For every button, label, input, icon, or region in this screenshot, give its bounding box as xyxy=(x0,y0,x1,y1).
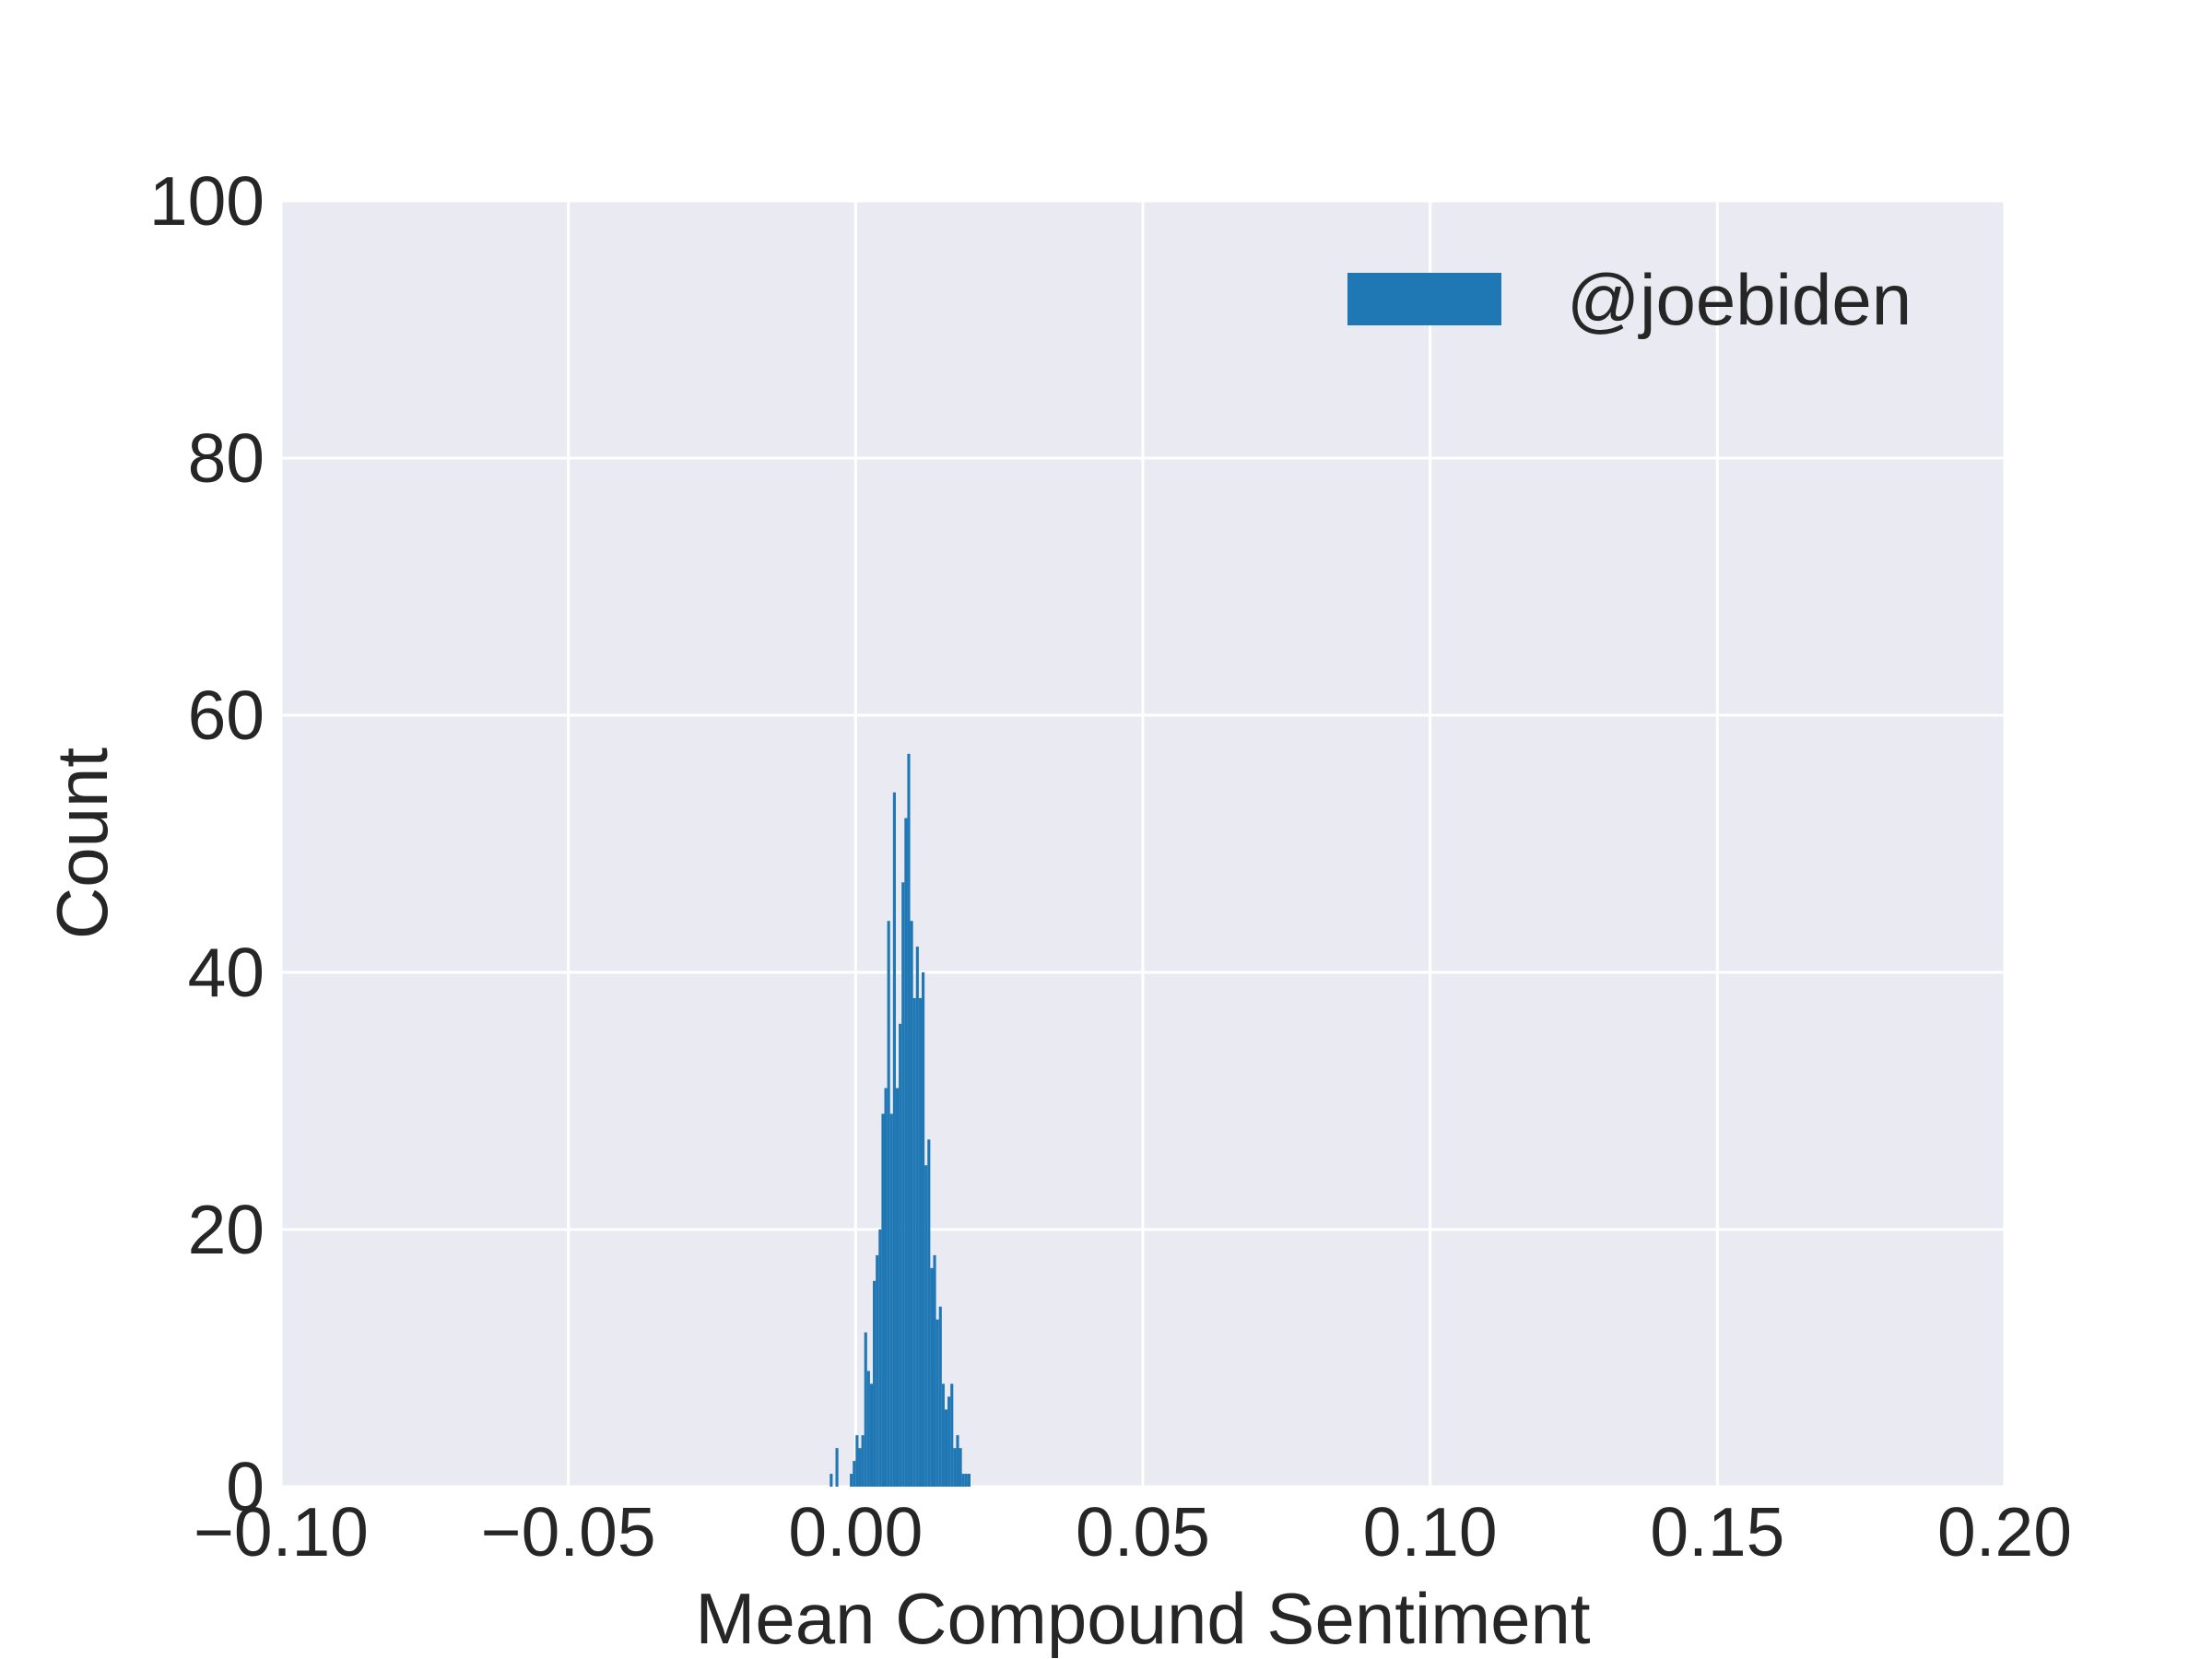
y-tick-labels: 0 20 40 60 80 100 xyxy=(149,162,265,1525)
histogram-bar xyxy=(899,1023,902,1487)
x-tick-labels: −0.10 −0.05 0.00 0.05 0.10 0.15 0.20 xyxy=(194,1493,2072,1571)
x-tick-label: 0.20 xyxy=(1937,1493,2072,1571)
histogram-bar xyxy=(887,921,890,1487)
histogram-bar xyxy=(850,1474,853,1487)
histogram-bar xyxy=(869,1383,874,1487)
histogram-bar xyxy=(944,1409,948,1487)
histogram-bar xyxy=(889,1113,893,1487)
x-tick-label: 0.00 xyxy=(788,1493,923,1571)
histogram-bar xyxy=(904,818,908,1487)
histogram-bar xyxy=(855,1435,859,1487)
histogram-bar xyxy=(953,1448,957,1487)
legend-label: @joebiden xyxy=(1567,259,1912,340)
histogram-bar xyxy=(876,1254,879,1487)
y-tick-label: 40 xyxy=(188,934,265,1011)
histogram-bar xyxy=(959,1448,962,1487)
histogram-bar xyxy=(935,1319,939,1487)
histogram-bar xyxy=(853,1461,856,1487)
x-tick-label: −0.05 xyxy=(481,1493,656,1571)
histogram-bar xyxy=(933,1254,936,1487)
histogram-bar xyxy=(884,1088,888,1487)
y-tick-label: 60 xyxy=(188,677,265,754)
histogram-bar xyxy=(927,1139,931,1487)
histogram-bar xyxy=(864,1332,867,1487)
histogram-bar xyxy=(922,972,925,1487)
histogram-bar xyxy=(866,1371,870,1487)
histogram-bar xyxy=(950,1383,954,1487)
histogram-bar xyxy=(918,997,923,1487)
histogram-bar xyxy=(910,921,913,1487)
histogram-bar xyxy=(930,1267,934,1487)
histogram-bars xyxy=(830,753,971,1487)
histogram-bar xyxy=(907,753,911,1487)
histogram-bar xyxy=(961,1474,965,1487)
histogram-bar xyxy=(924,1165,928,1487)
legend: @joebiden xyxy=(1347,259,1912,340)
y-tick-label: 20 xyxy=(188,1191,265,1268)
x-tick-label: 0.05 xyxy=(1076,1493,1210,1571)
x-tick-label: 0.15 xyxy=(1650,1493,1784,1571)
histogram-bar xyxy=(861,1435,865,1487)
x-tick-label: −0.10 xyxy=(194,1493,369,1571)
legend-swatch xyxy=(1347,273,1501,325)
histogram-bar xyxy=(901,882,905,1487)
histogram-bar xyxy=(858,1448,862,1487)
histogram-bar xyxy=(878,1230,882,1487)
histogram-bar xyxy=(938,1306,942,1487)
grid-lines xyxy=(279,199,2006,1488)
histogram-bar xyxy=(941,1383,945,1487)
x-tick-label: 0.10 xyxy=(1363,1493,1498,1571)
histogram-bar xyxy=(915,947,919,1487)
x-axis-title: Mean Compound Sentiment xyxy=(695,1578,1591,1659)
y-tick-label: 0 xyxy=(226,1448,265,1525)
histogram-bar xyxy=(881,1113,885,1487)
histogram-bar xyxy=(895,1088,900,1487)
histogram-bar xyxy=(830,1474,833,1487)
histogram-bar xyxy=(892,792,896,1487)
y-axis-title: Count xyxy=(41,747,123,939)
histogram-bar xyxy=(947,1396,951,1487)
histogram-bar xyxy=(967,1474,971,1487)
histogram-bar xyxy=(964,1474,968,1487)
histogram-bar xyxy=(835,1448,839,1487)
histogram-bar xyxy=(912,997,916,1487)
y-tick-label: 80 xyxy=(188,419,265,497)
histogram-bar xyxy=(956,1435,959,1487)
y-tick-label: 100 xyxy=(149,162,265,240)
histogram-bar xyxy=(873,1280,877,1487)
